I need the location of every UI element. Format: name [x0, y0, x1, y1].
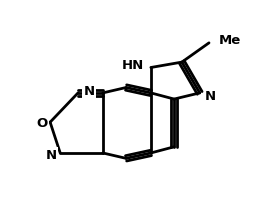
Text: Me: Me	[219, 34, 241, 47]
Text: N: N	[83, 85, 94, 98]
Text: N: N	[205, 89, 216, 102]
Text: HN: HN	[122, 59, 144, 72]
Text: O: O	[37, 116, 48, 129]
Text: N: N	[46, 148, 57, 161]
